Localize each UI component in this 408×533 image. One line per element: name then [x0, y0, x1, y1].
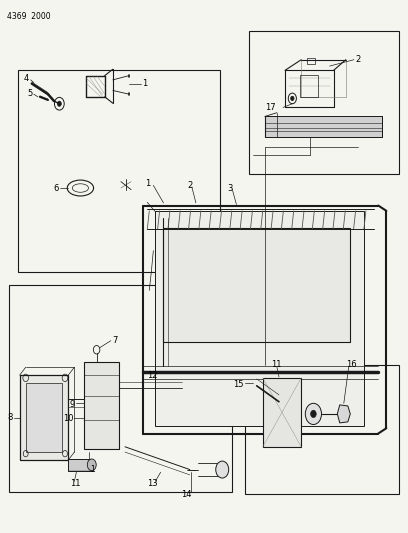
Text: 2: 2: [355, 55, 360, 64]
Bar: [20, 375, 68, 460]
Text: 5: 5: [27, 89, 32, 98]
Text: 1: 1: [145, 179, 151, 188]
Text: 8: 8: [7, 413, 12, 422]
Circle shape: [216, 461, 229, 478]
Text: 17: 17: [265, 103, 275, 112]
Bar: [263, 378, 301, 447]
Circle shape: [57, 101, 61, 107]
Polygon shape: [337, 405, 350, 423]
Bar: [68, 459, 92, 471]
Bar: [164, 228, 350, 342]
Text: 11: 11: [271, 360, 282, 369]
Bar: [26, 383, 62, 452]
Text: 7: 7: [112, 336, 118, 345]
Text: 4: 4: [24, 74, 29, 83]
Text: 14: 14: [181, 490, 191, 499]
Text: 3: 3: [228, 183, 233, 192]
Bar: [18, 70, 220, 272]
Bar: [9, 285, 233, 492]
Bar: [265, 116, 382, 136]
Text: 1: 1: [142, 79, 148, 88]
Bar: [155, 211, 364, 425]
Text: 16: 16: [346, 360, 357, 369]
Circle shape: [310, 410, 316, 418]
Text: 10: 10: [62, 414, 73, 423]
Text: 12: 12: [147, 370, 158, 379]
Bar: [306, 58, 315, 64]
Circle shape: [291, 96, 294, 101]
Bar: [300, 75, 318, 97]
Text: 9: 9: [70, 400, 75, 409]
Bar: [248, 30, 399, 174]
Text: 15: 15: [233, 379, 243, 389]
Text: 2: 2: [187, 181, 192, 190]
Circle shape: [87, 459, 96, 471]
Text: 1: 1: [91, 465, 95, 474]
Circle shape: [305, 403, 322, 424]
Bar: [84, 362, 119, 449]
Text: 6: 6: [53, 183, 59, 192]
Text: 13: 13: [147, 479, 158, 488]
Text: 4369  2000: 4369 2000: [7, 12, 51, 21]
Text: 11: 11: [70, 479, 81, 488]
Bar: [244, 365, 399, 495]
